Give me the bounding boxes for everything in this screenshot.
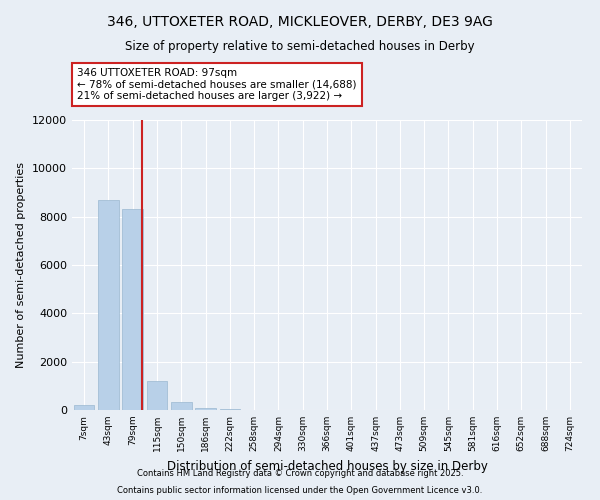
Text: 346, UTTOXETER ROAD, MICKLEOVER, DERBY, DE3 9AG: 346, UTTOXETER ROAD, MICKLEOVER, DERBY, … — [107, 15, 493, 29]
X-axis label: Distribution of semi-detached houses by size in Derby: Distribution of semi-detached houses by … — [167, 460, 487, 472]
Text: Contains HM Land Registry data © Crown copyright and database right 2025.: Contains HM Land Registry data © Crown c… — [137, 468, 463, 477]
Bar — [220, 409, 240, 410]
Text: Size of property relative to semi-detached houses in Derby: Size of property relative to semi-detach… — [125, 40, 475, 53]
Bar — [122, 210, 143, 410]
Bar — [195, 408, 216, 410]
Bar — [171, 402, 191, 410]
Text: 346 UTTOXETER ROAD: 97sqm
← 78% of semi-detached houses are smaller (14,688)
21%: 346 UTTOXETER ROAD: 97sqm ← 78% of semi-… — [77, 68, 356, 101]
Bar — [74, 405, 94, 410]
Y-axis label: Number of semi-detached properties: Number of semi-detached properties — [16, 162, 26, 368]
Bar — [98, 200, 119, 410]
Text: Contains public sector information licensed under the Open Government Licence v3: Contains public sector information licen… — [118, 486, 482, 495]
Bar — [146, 381, 167, 410]
